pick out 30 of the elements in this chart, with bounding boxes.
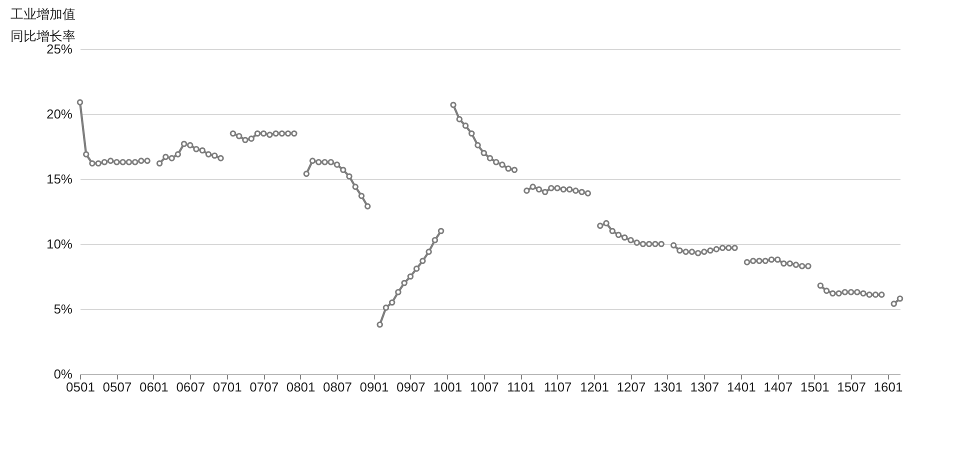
x-tick-label: 1001 <box>433 380 462 394</box>
x-tick-label: 0507 <box>102 380 132 394</box>
x-tick-label: 0607 <box>176 380 206 394</box>
x-tick-label: 1201 <box>580 380 609 394</box>
x-tick-label: 0901 <box>360 380 389 394</box>
y-tick-label: 15% <box>46 172 73 186</box>
x-tick-label: 1007 <box>470 380 499 394</box>
x-tick-label: 0601 <box>139 380 168 394</box>
x-tick-label: 1507 <box>837 380 866 394</box>
y-tick-label: 0% <box>54 366 73 382</box>
x-tick-label: 1601 <box>874 380 903 394</box>
x-tick-label: 1101 <box>507 380 536 394</box>
x-tick-label: 0807 <box>323 380 352 394</box>
x-tick-label: 0707 <box>250 380 279 394</box>
x-tick-label: 1307 <box>690 380 720 394</box>
y-tick-label: 5% <box>54 302 73 316</box>
x-tick-label: 0701 <box>212 380 242 394</box>
x-tick-label: 1107 <box>544 380 572 394</box>
y-tick-label: 10% <box>46 236 73 252</box>
x-tick-label: 0907 <box>396 380 426 394</box>
y-tick-label: 25% <box>46 42 73 56</box>
x-tick-label: 1407 <box>764 380 793 394</box>
y-tick-label: 20% <box>46 106 73 122</box>
x-tick-label: 1401 <box>726 380 756 394</box>
x-tick-label: 0501 <box>66 380 95 394</box>
x-tick-label: 0801 <box>286 380 316 394</box>
x-tick-label: 1301 <box>654 380 682 394</box>
x-tick-label: 1501 <box>800 380 830 394</box>
y-axis-title: 工业增加值同比增长率 <box>10 6 76 44</box>
x-tick-label: 1207 <box>616 380 646 394</box>
